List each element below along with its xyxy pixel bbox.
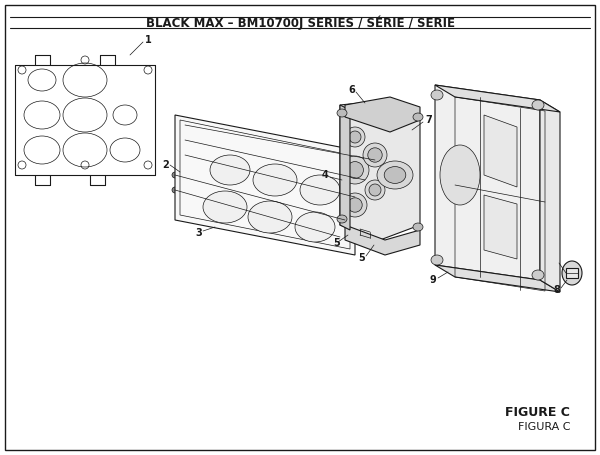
Ellipse shape	[365, 180, 385, 200]
Ellipse shape	[182, 122, 188, 128]
Ellipse shape	[373, 158, 377, 162]
Ellipse shape	[343, 193, 367, 217]
Polygon shape	[435, 85, 540, 280]
Text: 6: 6	[348, 85, 355, 95]
Ellipse shape	[253, 164, 297, 196]
Polygon shape	[175, 115, 355, 255]
Ellipse shape	[337, 109, 347, 117]
Ellipse shape	[369, 184, 381, 196]
Ellipse shape	[300, 175, 340, 205]
Ellipse shape	[413, 113, 423, 121]
Text: FIGURE C: FIGURE C	[505, 406, 570, 420]
Ellipse shape	[363, 178, 367, 182]
Ellipse shape	[413, 223, 423, 231]
Polygon shape	[345, 97, 420, 132]
Polygon shape	[340, 100, 420, 240]
Ellipse shape	[248, 201, 292, 233]
Ellipse shape	[337, 215, 347, 223]
Ellipse shape	[182, 137, 188, 143]
Polygon shape	[340, 105, 350, 230]
Ellipse shape	[203, 191, 247, 223]
Polygon shape	[540, 100, 560, 292]
Text: 8: 8	[553, 285, 560, 295]
Ellipse shape	[384, 167, 406, 183]
Ellipse shape	[353, 195, 357, 199]
Text: BLACK MAX – BM10700J SERIES / SÉRIE / SERIE: BLACK MAX – BM10700J SERIES / SÉRIE / SE…	[146, 15, 455, 30]
Ellipse shape	[172, 187, 178, 193]
Polygon shape	[435, 85, 560, 112]
Ellipse shape	[349, 131, 361, 143]
Text: FIGURA C: FIGURA C	[517, 422, 570, 432]
Text: 2: 2	[162, 160, 169, 170]
Ellipse shape	[532, 270, 544, 280]
Text: 5: 5	[358, 253, 365, 263]
Ellipse shape	[210, 155, 250, 185]
Polygon shape	[345, 225, 420, 255]
Ellipse shape	[182, 152, 188, 158]
Ellipse shape	[345, 127, 365, 147]
Ellipse shape	[431, 255, 443, 265]
Text: 7: 7	[425, 115, 432, 125]
Text: 9: 9	[430, 275, 437, 285]
Ellipse shape	[348, 198, 362, 212]
Ellipse shape	[347, 162, 364, 178]
Ellipse shape	[338, 235, 342, 239]
Polygon shape	[484, 115, 517, 187]
Ellipse shape	[532, 100, 544, 110]
Ellipse shape	[343, 218, 347, 222]
Ellipse shape	[377, 161, 413, 189]
Ellipse shape	[562, 261, 582, 285]
Polygon shape	[566, 268, 578, 278]
Polygon shape	[484, 195, 517, 259]
Text: 3: 3	[195, 228, 202, 238]
Ellipse shape	[295, 212, 335, 242]
Text: 4: 4	[321, 170, 328, 180]
Ellipse shape	[431, 90, 443, 100]
Ellipse shape	[363, 143, 387, 167]
Polygon shape	[435, 265, 560, 292]
Ellipse shape	[341, 156, 369, 184]
Text: 1: 1	[145, 35, 152, 45]
Text: 5: 5	[333, 238, 340, 248]
Ellipse shape	[440, 145, 480, 205]
Ellipse shape	[368, 148, 382, 162]
Ellipse shape	[172, 172, 178, 178]
